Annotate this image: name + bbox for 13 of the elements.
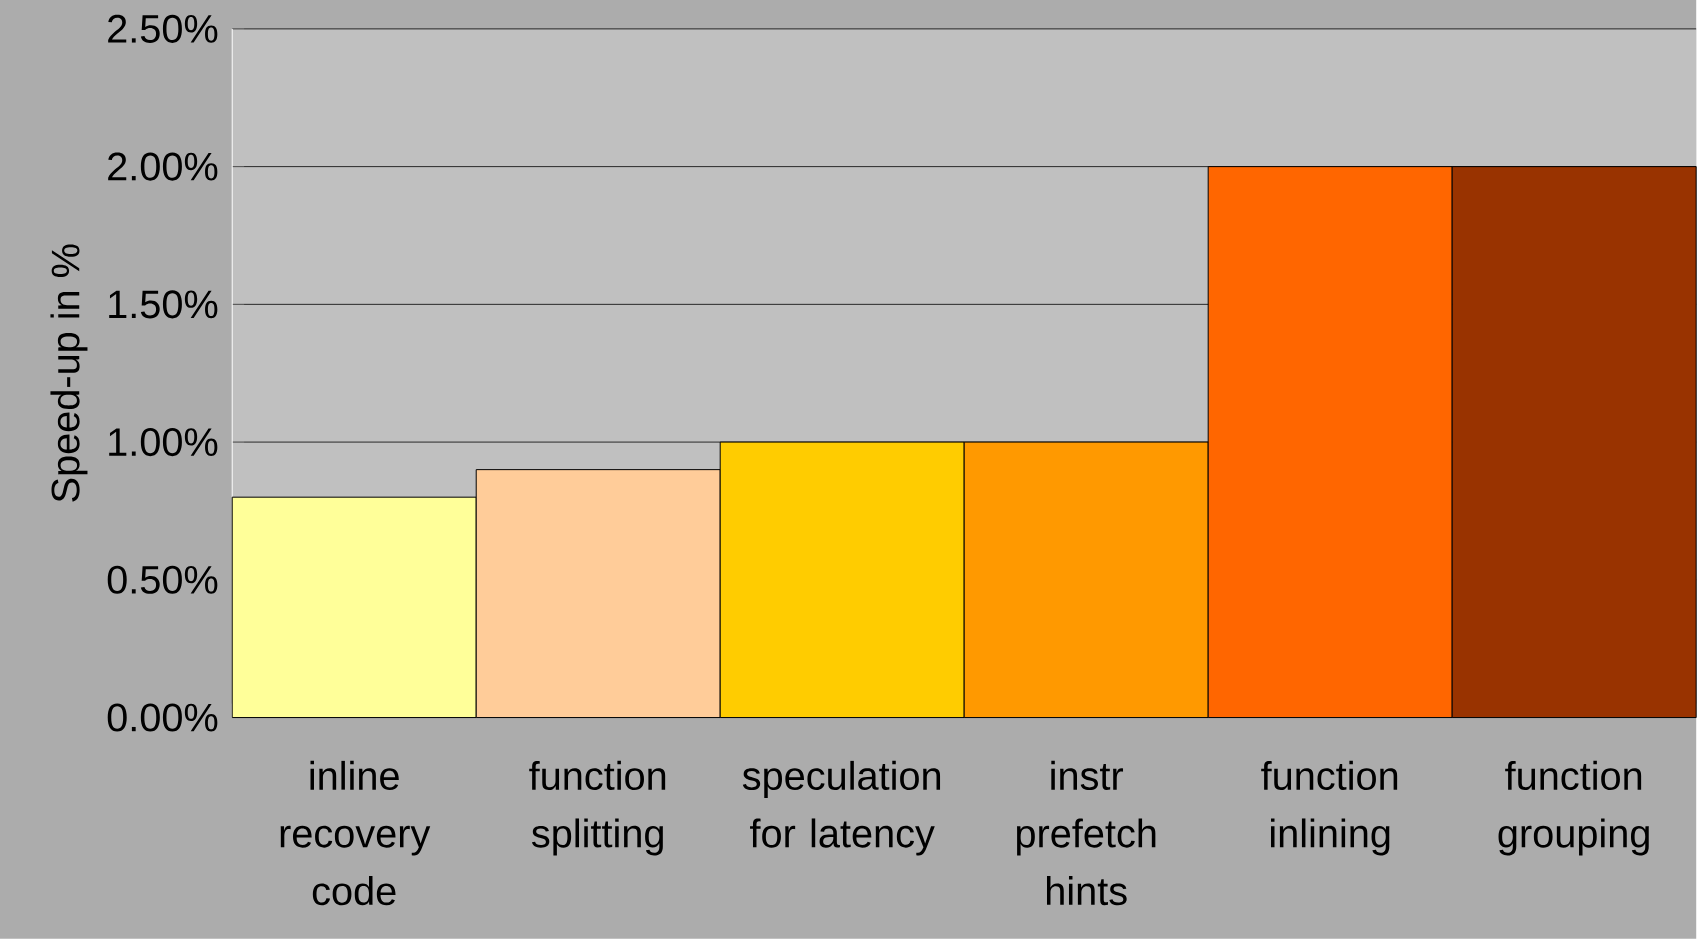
x-tick-label: inline recovery code [280,760,431,906]
y-axis-title: Speed-up in % [50,244,88,502]
y-tick-label: 0.00% [107,703,218,732]
x-tick-label: instr prefetch hints [1016,760,1156,906]
x-tick-label: function splitting [529,760,666,856]
y-tick-label: 2.00% [108,152,218,181]
y-tick-label: 1.00% [109,428,218,457]
x-tick-label: function inlining [1261,760,1398,856]
y-tick-label: 1.50% [109,290,218,319]
x-tick-label: speculation for latency [742,760,941,856]
y-tick-label: 2.50% [108,14,218,44]
y-tick-label: 0.50% [107,565,218,594]
x-tick-label: function grouping [1498,760,1649,856]
